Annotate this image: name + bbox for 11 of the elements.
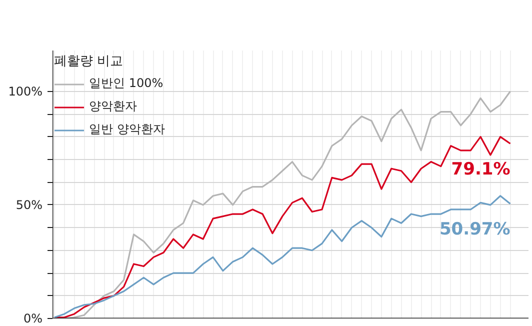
legend-label: 양악환자 xyxy=(89,98,137,115)
annotation: 79.1% xyxy=(451,160,510,180)
y-tick-label: 50% xyxy=(16,198,42,212)
annotation: 50.97% xyxy=(439,220,510,240)
legend-label: 일반인 100% xyxy=(89,75,164,92)
line-series xyxy=(54,136,512,318)
legend-title: 폐활량 비교 xyxy=(54,53,124,70)
y-tick-label: 100% xyxy=(8,84,43,98)
legend-label: 일반 양악환자 xyxy=(89,121,165,138)
y-tick-label: 0% xyxy=(23,312,43,326)
line-series xyxy=(54,195,512,318)
